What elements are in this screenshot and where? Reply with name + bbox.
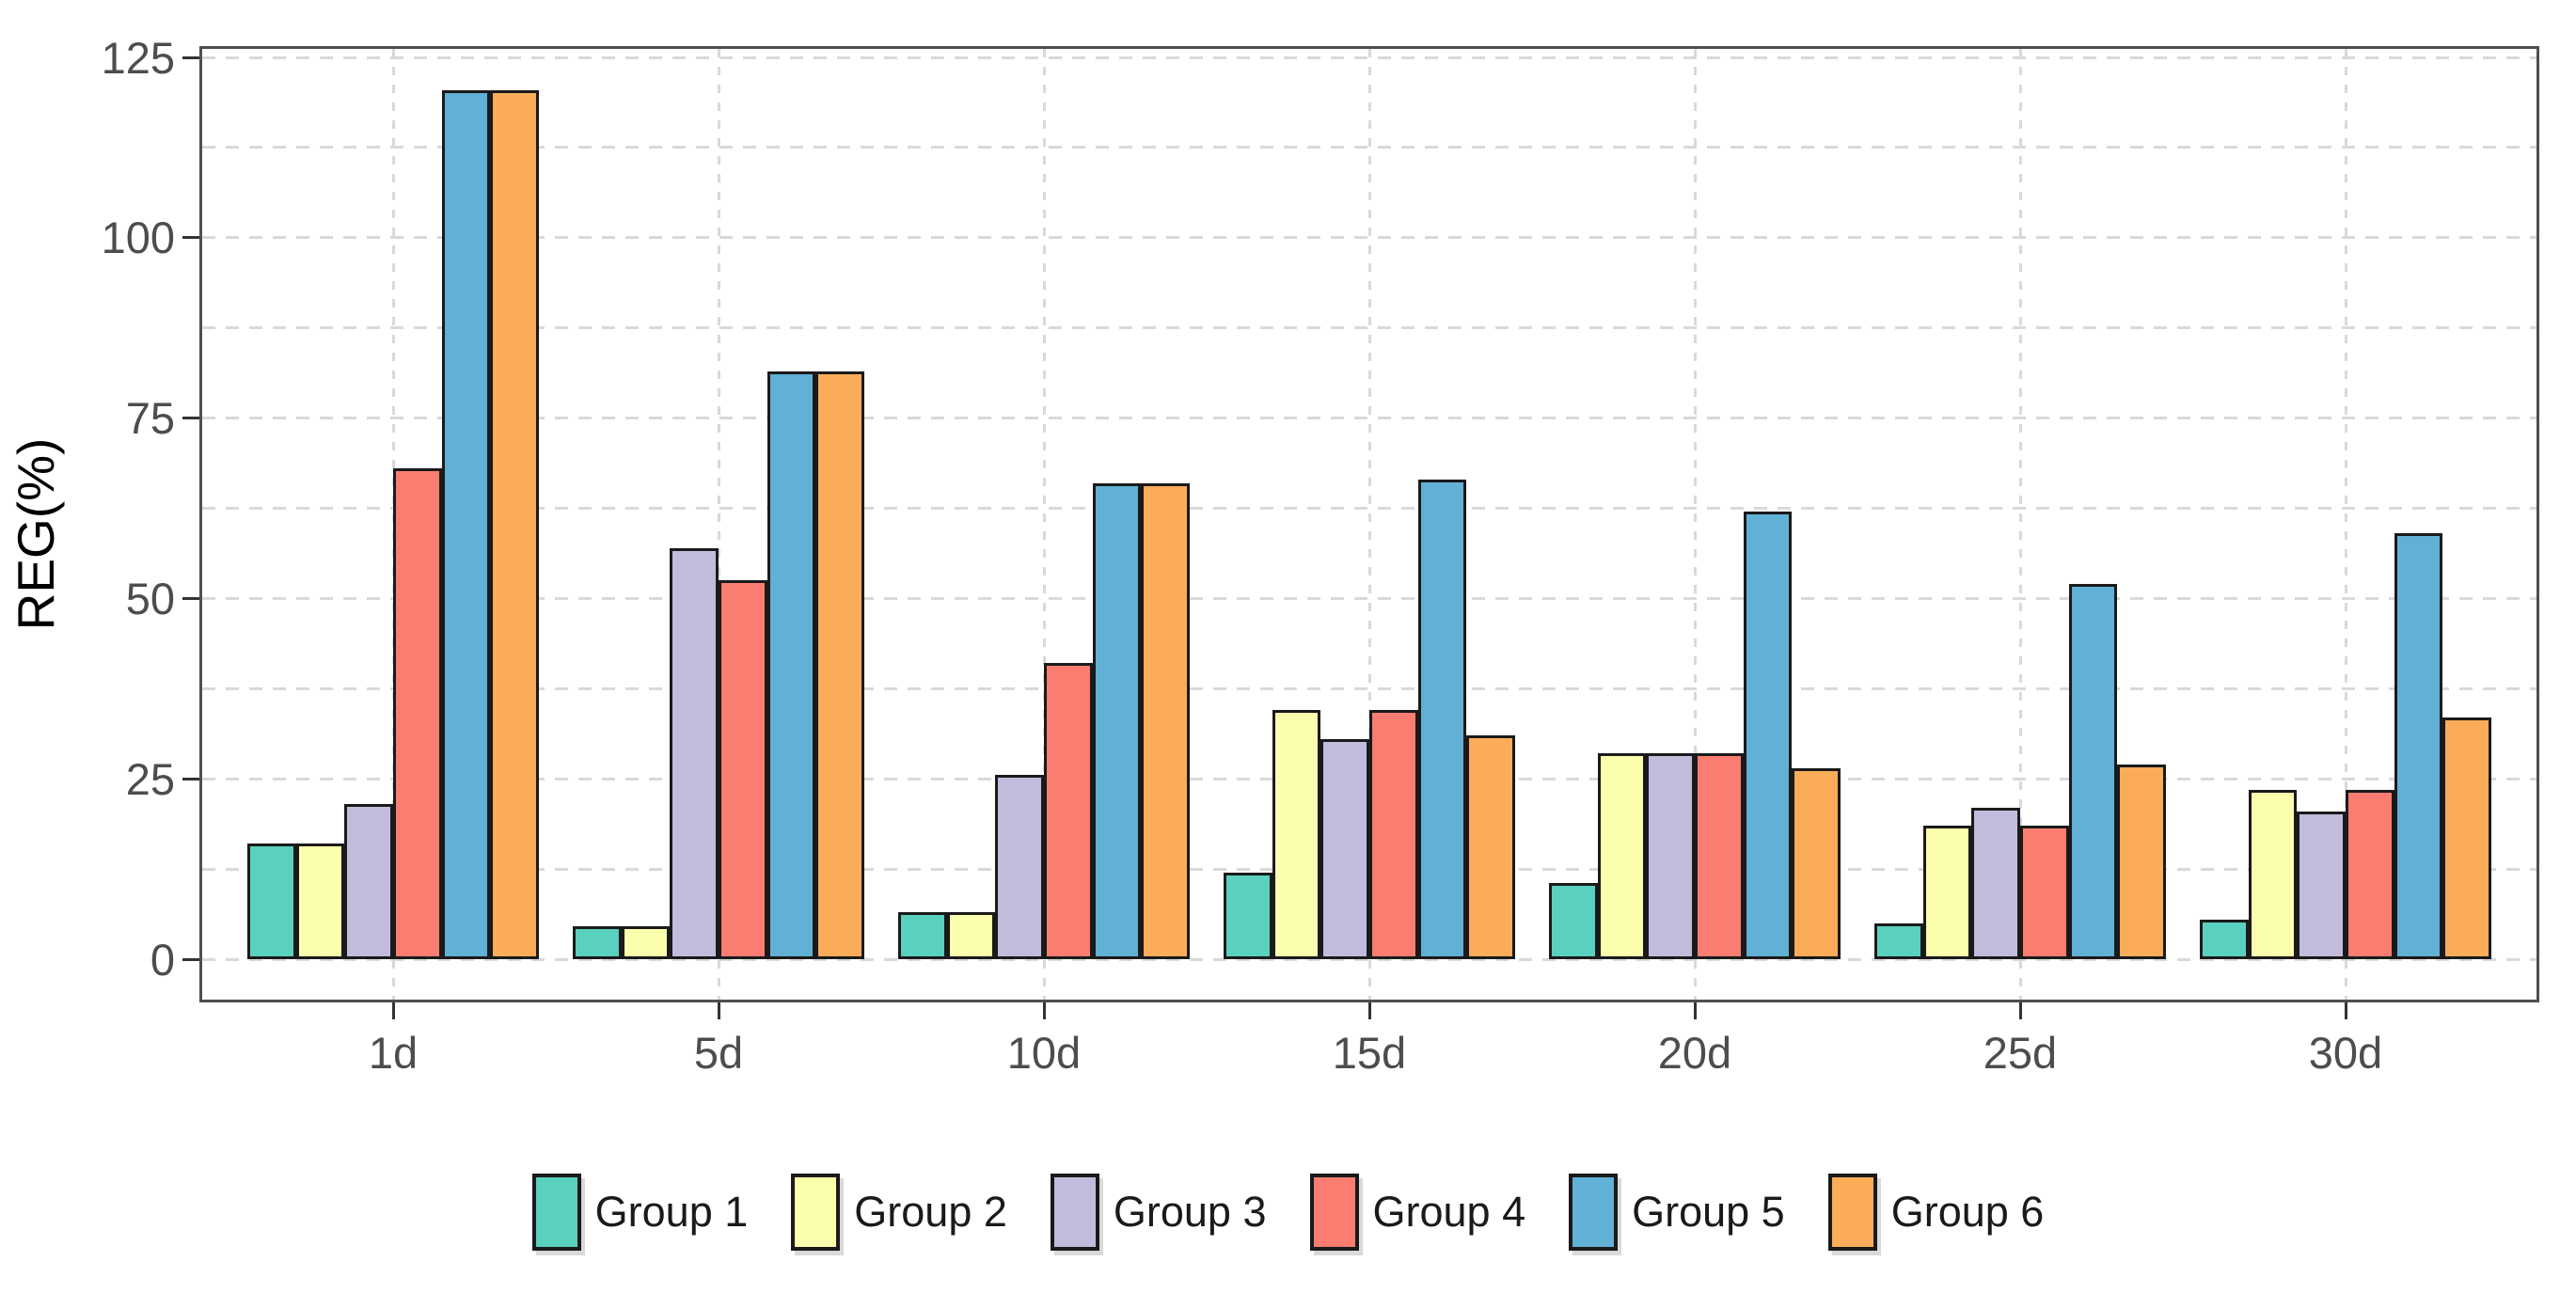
bar-group6-10d: [1141, 483, 1191, 959]
legend-swatch: [1569, 1174, 1619, 1251]
legend-item-group-3: Group 3: [1050, 1174, 1267, 1251]
bar-group1-15d: [1223, 873, 1272, 959]
bar-group2-25d: [1922, 826, 1972, 959]
bar-group3-5d: [670, 548, 719, 959]
x-tick-label-1d: 1d: [368, 1028, 419, 1078]
legend-item-group-4: Group 4: [1309, 1174, 1526, 1251]
bar-group4-20d: [1695, 753, 1744, 959]
y-tick-label: 25: [125, 753, 175, 804]
y-tick-mark: [182, 417, 199, 420]
legend-label: Group 2: [854, 1188, 1007, 1236]
bar-group5-20d: [1743, 512, 1793, 959]
y-tick-mark: [182, 957, 199, 961]
y-tick-mark: [182, 236, 199, 240]
legend: Group 1 Group 2 Group 3 Group 4 Group 5 Group…: [0, 1174, 2576, 1251]
bar-group2-5d: [621, 926, 671, 959]
bar-group3-15d: [1320, 739, 1369, 959]
bar-group3-1d: [344, 804, 393, 959]
bar-group5-15d: [1417, 480, 1467, 959]
bar-group6-25d: [2117, 765, 2167, 959]
legend-label: Group 6: [1890, 1188, 2045, 1236]
x-tick-mark: [391, 1002, 395, 1019]
legend-swatch: [1050, 1174, 1099, 1251]
legend-label: Group 3: [1113, 1188, 1267, 1236]
x-tick-label-20d: 20d: [1657, 1028, 1732, 1078]
gridline-vertical: [1693, 49, 1697, 1000]
y-tick-label: 100: [101, 213, 175, 263]
bar-group4-5d: [719, 580, 767, 959]
legend-item-group-1: Group 1: [531, 1174, 749, 1251]
legend-item-group-5: Group 5: [1569, 1174, 1785, 1251]
gridline-vertical: [1367, 49, 1371, 1000]
y-tick-label: 125: [101, 32, 175, 83]
legend-label: Group 5: [1632, 1188, 1785, 1236]
bar-group5-30d: [2394, 533, 2443, 959]
y-tick-mark: [182, 596, 199, 600]
y-tick-mark: [182, 777, 199, 781]
bar-group6-15d: [1466, 735, 1516, 959]
x-tick-label-5d: 5d: [693, 1028, 744, 1078]
x-tick-label-10d: 10d: [1006, 1028, 1082, 1078]
x-tick-mark: [2344, 1002, 2347, 1019]
y-tick-label: 0: [150, 934, 175, 985]
bar-group2-15d: [1272, 710, 1321, 959]
x-tick-label-25d: 25d: [1983, 1028, 2058, 1078]
legend-swatch: [531, 1174, 581, 1251]
bar-group4-25d: [2020, 826, 2069, 959]
bar-group5-5d: [766, 371, 816, 959]
gridline-vertical: [2344, 49, 2347, 1000]
x-tick-label-30d: 30d: [2308, 1028, 2383, 1078]
x-tick-mark: [717, 1002, 720, 1019]
x-tick-mark: [1693, 1002, 1697, 1019]
bar-group2-10d: [946, 912, 996, 959]
x-tick-mark: [2018, 1002, 2022, 1019]
bar-group3-10d: [995, 775, 1044, 959]
gridline-vertical: [2018, 49, 2022, 1000]
bar-group2-20d: [1597, 753, 1647, 959]
x-tick-label-15d: 15d: [1332, 1028, 1407, 1078]
bar-group5-10d: [1092, 483, 1142, 959]
legend-swatch: [1827, 1174, 1877, 1251]
legend-item-group-2: Group 2: [791, 1174, 1007, 1251]
gridline-vertical: [1042, 49, 1046, 1000]
x-tick-mark: [1367, 1002, 1371, 1019]
legend-swatch: [791, 1174, 841, 1251]
bar-group1-1d: [246, 844, 296, 959]
legend-label: Group 1: [594, 1188, 749, 1236]
bar-group2-30d: [2248, 790, 2298, 959]
bar-group6-1d: [490, 90, 540, 959]
plot-panel: [199, 46, 2539, 1002]
bar-group3-25d: [1971, 808, 2020, 959]
bar-group5-1d: [441, 90, 491, 959]
bar-group3-30d: [2297, 812, 2346, 959]
x-tick-mark: [1042, 1002, 1046, 1019]
bar-group4-10d: [1044, 663, 1093, 959]
bar-group1-20d: [1548, 883, 1598, 959]
bar-group1-5d: [572, 926, 622, 959]
bar-group2-1d: [295, 844, 345, 959]
legend-swatch: [1309, 1174, 1359, 1251]
bar-group4-15d: [1369, 710, 1418, 959]
bar-group6-5d: [815, 371, 865, 959]
y-tick-label: 75: [125, 393, 175, 444]
y-tick-mark: [182, 55, 199, 59]
bar-group6-20d: [1792, 768, 1841, 959]
legend-label: Group 4: [1372, 1188, 1526, 1236]
bar-group1-30d: [2199, 920, 2249, 959]
bar-group4-1d: [393, 468, 442, 959]
bar-group3-20d: [1646, 753, 1695, 959]
gridline-vertical: [717, 49, 720, 1000]
legend-item-group-6: Group 6: [1827, 1174, 2045, 1251]
bar-group4-30d: [2346, 790, 2394, 959]
bar-group5-25d: [2068, 584, 2118, 959]
bar-group6-30d: [2442, 717, 2492, 959]
bar-group1-25d: [1873, 923, 1923, 959]
y-tick-label: 50: [125, 573, 175, 623]
y-axis-title: REG(%): [7, 437, 65, 631]
bar-group1-10d: [897, 912, 947, 959]
